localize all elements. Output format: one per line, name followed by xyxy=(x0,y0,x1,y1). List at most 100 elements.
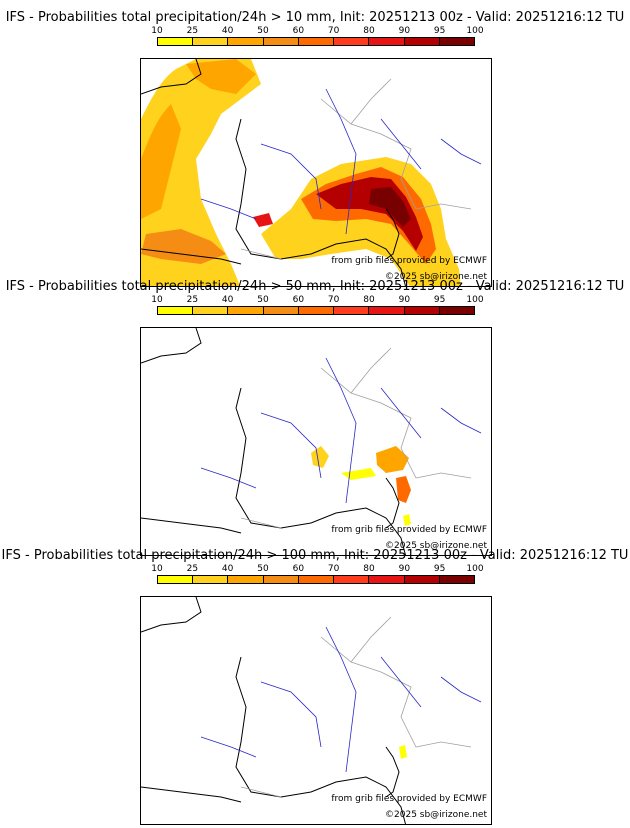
map-panel-50mm: IFS - Probabilities total precipitation/… xyxy=(0,279,630,556)
precip-area-bordeaux xyxy=(253,213,273,227)
colorbar-tick-label: 60 xyxy=(292,564,305,574)
geo-lines xyxy=(141,328,482,555)
national-borders xyxy=(240,78,472,260)
colorbar-segment xyxy=(228,576,264,583)
colorbar-segment xyxy=(369,307,405,314)
colorbar-segment xyxy=(298,38,335,45)
colorbar-tick-label: 40 xyxy=(221,26,234,36)
colorbar xyxy=(157,306,475,315)
colorbar-segment xyxy=(228,38,264,45)
precip-area-riviera xyxy=(341,468,376,480)
national-borders xyxy=(240,347,472,529)
colorbar-tick-label: 50 xyxy=(257,295,269,305)
colorbar-tick-label: 40 xyxy=(221,564,234,574)
colorbar-tick-label: 90 xyxy=(398,564,411,574)
copyright-notice: ©2025 sb@irizone.net xyxy=(385,810,487,820)
colorbar-tick-label: 25 xyxy=(186,564,199,574)
colorbar-tick-label: 70 xyxy=(327,564,340,574)
colorbar-ticks: 10 25 40 50 60 70 80 90 95 100 xyxy=(151,564,483,575)
precip-area-cevennes xyxy=(311,446,329,468)
colorbar-segment xyxy=(193,576,229,583)
colorbar-tick-label: 80 xyxy=(363,26,375,36)
colorbar-tick-label: 40 xyxy=(221,295,234,305)
colorbar-tick-label: 25 xyxy=(186,295,199,305)
coastline xyxy=(141,597,406,824)
map-svg xyxy=(141,59,482,286)
colorbar-segment xyxy=(334,307,370,314)
precip-area-southeast-peak xyxy=(369,187,411,227)
colorbar-tick-label: 80 xyxy=(363,295,375,305)
panel-title: IFS - Probabilities total precipitation/… xyxy=(5,279,625,294)
colorbar-tick-label: 10 xyxy=(151,26,163,36)
colorbar-segment xyxy=(404,38,440,45)
colorbar-segment xyxy=(404,307,440,314)
rivers xyxy=(200,88,482,235)
colorbar-segment xyxy=(369,38,405,45)
colorbar-segment xyxy=(404,576,440,583)
colorbar-ticks: 10 25 40 50 60 70 80 90 95 100 xyxy=(151,26,483,37)
precip-shading xyxy=(311,446,411,526)
colorbar xyxy=(157,575,475,584)
colorbar-tick-label: 100 xyxy=(466,295,484,305)
map-panel-10mm: IFS - Probabilities total precipitation/… xyxy=(0,10,630,287)
map-frame: from grib files provided by ECMWF ©2025 … xyxy=(140,596,492,825)
colorbar-tick-label: 100 xyxy=(466,564,484,574)
precip-shading xyxy=(399,745,407,759)
colorbar-tick-label: 10 xyxy=(151,295,163,305)
colorbar-segment xyxy=(263,38,299,45)
panel-title: IFS - Probabilities total precipitation/… xyxy=(5,10,625,25)
rivers xyxy=(200,626,482,773)
coastline xyxy=(141,328,406,555)
national-borders xyxy=(240,616,472,798)
colorbar-segment xyxy=(228,307,264,314)
colorbar-segment xyxy=(298,576,335,583)
map-panel-100mm: IFS - Probabilities total precipitation/… xyxy=(0,548,630,825)
colorbar-segment xyxy=(193,38,229,45)
data-source-credit: from grib files provided by ECMWF xyxy=(331,525,487,535)
colorbar-segment xyxy=(334,576,370,583)
colorbar-segment xyxy=(439,307,474,314)
colorbar-segment xyxy=(298,307,335,314)
precip-area-sardinia xyxy=(403,514,411,526)
colorbar-tick-label: 60 xyxy=(292,26,305,36)
colorbar-segment xyxy=(158,576,194,583)
panel-title: IFS - Probabilities total precipitation/… xyxy=(1,548,629,563)
colorbar-tick-label: 95 xyxy=(433,295,446,305)
colorbar-ticks: 10 25 40 50 60 70 80 90 95 100 xyxy=(151,295,483,306)
colorbar-tick-label: 90 xyxy=(398,295,411,305)
colorbar-segment xyxy=(334,38,370,45)
colorbar-tick-label: 60 xyxy=(292,295,305,305)
colorbar-tick-label: 90 xyxy=(398,26,411,36)
precip-area-brittany xyxy=(186,59,256,94)
precip-area-alps xyxy=(376,446,409,473)
map-svg xyxy=(141,328,482,555)
geo-lines xyxy=(141,597,482,824)
colorbar-tick-label: 50 xyxy=(257,26,269,36)
precip-area-corsica xyxy=(396,476,411,503)
geo-lines xyxy=(141,59,482,286)
colorbar-segment xyxy=(369,576,405,583)
precip-area-iberia xyxy=(141,229,226,264)
copyright-notice: ©2025 sb@irizone.net xyxy=(385,541,487,551)
colorbar-tick-label: 70 xyxy=(327,26,340,36)
colorbar-segment xyxy=(158,38,194,45)
colorbar-tick-label: 100 xyxy=(466,26,484,36)
precip-shading xyxy=(141,59,461,286)
colorbar-segment xyxy=(263,307,299,314)
colorbar-segment xyxy=(158,307,194,314)
data-source-credit: from grib files provided by ECMWF xyxy=(331,256,487,266)
colorbar-segment xyxy=(439,576,474,583)
colorbar-tick-label: 10 xyxy=(151,564,163,574)
map-svg xyxy=(141,597,482,824)
precip-area-corsica xyxy=(399,745,407,759)
map-frame: from grib files provided by ECMWF ©2025 … xyxy=(140,58,492,287)
colorbar-tick-label: 95 xyxy=(433,26,446,36)
colorbar-tick-label: 25 xyxy=(186,26,199,36)
map-frame: from grib files provided by ECMWF ©2025 … xyxy=(140,327,492,556)
precip-area-atlantic-core xyxy=(141,104,181,219)
rivers xyxy=(200,357,482,504)
colorbar xyxy=(157,37,475,46)
colorbar-tick-label: 95 xyxy=(433,564,446,574)
data-source-credit: from grib files provided by ECMWF xyxy=(331,794,487,804)
colorbar-tick-label: 50 xyxy=(257,564,269,574)
